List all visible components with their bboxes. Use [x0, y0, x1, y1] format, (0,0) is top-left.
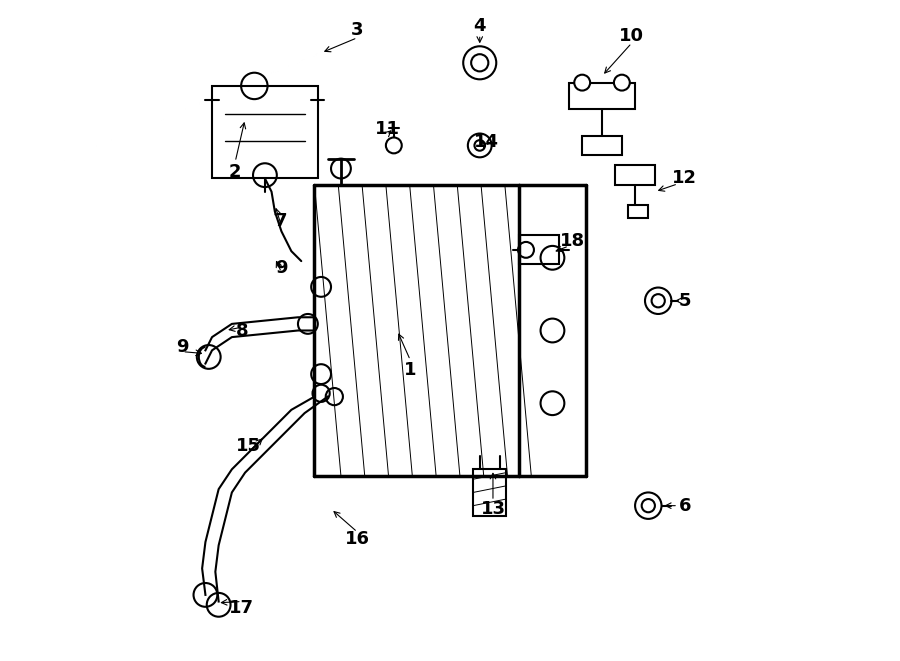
- Text: 9: 9: [275, 258, 288, 277]
- Circle shape: [574, 75, 590, 91]
- Text: 14: 14: [474, 133, 499, 151]
- Text: 18: 18: [560, 232, 585, 251]
- Text: 4: 4: [473, 17, 486, 36]
- Text: 16: 16: [345, 529, 370, 548]
- Text: 2: 2: [229, 163, 241, 181]
- Text: 15: 15: [236, 437, 261, 455]
- Text: 1: 1: [404, 361, 417, 379]
- Text: 11: 11: [374, 120, 400, 138]
- Bar: [519, 235, 559, 264]
- Text: 8: 8: [236, 321, 248, 340]
- Text: 9: 9: [176, 338, 188, 356]
- Bar: [212, 86, 318, 178]
- Text: 10: 10: [619, 27, 644, 46]
- Text: 6: 6: [679, 496, 691, 515]
- Bar: [628, 205, 648, 218]
- Text: 12: 12: [672, 169, 698, 188]
- Circle shape: [614, 75, 630, 91]
- Text: 5: 5: [679, 292, 691, 310]
- Text: 3: 3: [351, 20, 364, 39]
- Bar: [569, 83, 635, 109]
- Text: 7: 7: [275, 212, 288, 231]
- Bar: [582, 136, 622, 155]
- Text: 17: 17: [230, 599, 255, 617]
- Bar: [473, 469, 506, 516]
- Bar: [616, 165, 655, 185]
- Text: 13: 13: [481, 500, 506, 518]
